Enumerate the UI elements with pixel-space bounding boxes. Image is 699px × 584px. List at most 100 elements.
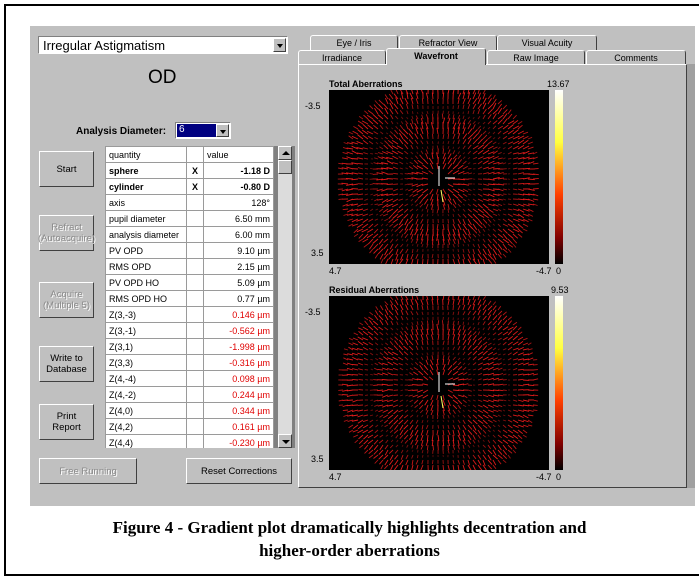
cell-flag [186,402,204,419]
analysis-type-value: Irregular Astigmatism [43,38,166,53]
tab-irradiance[interactable]: Irradiance [298,50,386,65]
cell-quantity: cylinder [105,178,187,195]
table-row[interactable]: Z(4,0) 0.344 µm [105,402,274,419]
table-row[interactable]: Z(4,2) 0.161 µm [105,418,274,435]
tab-eye-iris[interactable]: Eye / Iris [310,35,398,50]
cell-flag [186,258,204,275]
cell-quantity: Z(4,0) [105,402,187,419]
tab-refractor-view[interactable]: Refractor View [399,35,497,50]
caption-line-1: Figure 4 - Gradient plot dramatically hi… [112,518,587,537]
cell-value: 0.244 µm [203,386,274,403]
cell-value: -0.230 µm [203,434,274,448]
cell-value: 0.344 µm [203,402,274,419]
cell-value: -0.80 D [203,178,274,195]
cell-value: -1.18 D [203,162,274,179]
tab-visual-acuity[interactable]: Visual Acuity [497,35,597,50]
refract-autoacquire-button[interactable]: Refract (Autoacquire) [38,215,95,251]
chevron-down-icon[interactable] [273,38,286,52]
figure-border [4,4,699,576]
cell-value: 0.161 µm [203,418,274,435]
table-row[interactable]: Z(4,-4) 0.098 µm [105,370,274,387]
table-row[interactable]: PV OPD 9.10 µm [105,242,274,259]
table-row[interactable]: Z(4,4) -0.230 µm [105,434,274,448]
reset-corrections-button[interactable]: Reset Corrections [186,458,292,484]
cell-quantity: analysis diameter [105,226,187,243]
y-axis-bottom-residual: 3.5 [311,454,324,464]
tab-wavefront[interactable]: Wavefront [386,48,486,65]
cell-flag [186,434,204,448]
total-color-scale [555,90,563,264]
cell-flag [186,274,204,291]
cell-flag: X [186,162,204,179]
cell-flag: X [186,178,204,195]
table-header-row: quantity value [105,146,274,163]
scroll-up-button[interactable] [278,146,292,160]
print-report-button[interactable]: Print Report [39,404,94,440]
cell-value: 2.15 µm [203,258,274,275]
table-row[interactable]: Z(3,-1) -0.562 µm [105,322,274,339]
table-row[interactable]: Z(3,3) -0.316 µm [105,354,274,371]
plot-title-total: Total Aberrations [329,79,403,89]
arrow-down-icon [282,440,290,444]
write-to-database-button[interactable]: Write to Database [39,346,94,382]
scroll-thumb[interactable] [278,160,292,174]
header-value: value [203,146,274,163]
cell-quantity: pupil diameter [105,210,187,227]
table-scrollbar[interactable] [278,146,292,448]
scale-min-residual: 0 [556,472,562,482]
cell-flag [186,210,204,227]
start-button[interactable]: Start [39,151,94,187]
total-aberrations-plot [329,90,549,264]
cell-value: 6.50 mm [203,210,274,227]
chevron-down-icon[interactable] [216,124,229,137]
cell-quantity: RMS OPD HO [105,290,187,307]
table-row[interactable]: cylinder X -0.80 D [105,178,274,195]
cell-quantity: PV OPD [105,242,187,259]
scroll-down-button[interactable] [278,434,292,448]
cell-flag [186,306,204,323]
acquire-multiple-button[interactable]: Acquire (Multiple 5) [39,282,94,318]
tab-raw-image[interactable]: Raw Image [487,50,585,65]
analysis-diameter-label: Analysis Diameter: [76,126,167,137]
cell-value: 5.09 µm [203,274,274,291]
cell-value: -1.998 µm [203,338,274,355]
table-row[interactable]: PV OPD HO 5.09 µm [105,274,274,291]
cell-flag [186,386,204,403]
plot-title-residual: Residual Aberrations [329,285,420,295]
caption-line-2: higher-order aberrations [259,541,440,560]
cell-flag [186,370,204,387]
plot-max-residual: 9.53 [551,285,569,295]
free-running-button[interactable]: Free Running [39,458,137,484]
y-axis-top-total: -3.5 [305,101,321,111]
cell-flag [186,418,204,435]
residual-color-scale [555,296,563,470]
tab-comments[interactable]: Comments [586,50,686,65]
cell-quantity: Z(3,-3) [105,306,187,323]
x-axis-right-residual: -4.7 [536,472,552,482]
analysis-diameter-select[interactable]: 6 [175,122,231,139]
application-window: Irregular Astigmatism OD Analysis Diamet… [30,26,695,506]
table-row[interactable]: Z(3,1) -1.998 µm [105,338,274,355]
residual-aberrations-plot [329,296,549,470]
table-row[interactable]: RMS OPD 2.15 µm [105,258,274,275]
analysis-type-select[interactable]: Irregular Astigmatism [38,36,288,54]
cell-value: -0.316 µm [203,354,274,371]
cell-flag [186,290,204,307]
x-axis-left-residual: 4.7 [329,472,342,482]
table-row[interactable]: RMS OPD HO 0.77 µm [105,290,274,307]
cell-quantity: Z(3,-1) [105,322,187,339]
table-row[interactable]: sphere X -1.18 D [105,162,274,179]
table-row[interactable]: analysis diameter 6.00 mm [105,226,274,243]
header-flag [186,146,204,163]
table-row[interactable]: pupil diameter 6.50 mm [105,210,274,227]
table-row[interactable]: Z(3,-3) 0.146 µm [105,306,274,323]
table-row[interactable]: Z(4,-2) 0.244 µm [105,386,274,403]
y-axis-bottom-total: 3.5 [311,248,324,258]
cell-value: 128° [203,194,274,211]
cell-quantity: sphere [105,162,187,179]
header-quantity: quantity [105,146,187,163]
x-axis-left-total: 4.7 [329,266,342,276]
table-row[interactable]: axis 128° [105,194,274,211]
cell-value: 0.098 µm [203,370,274,387]
